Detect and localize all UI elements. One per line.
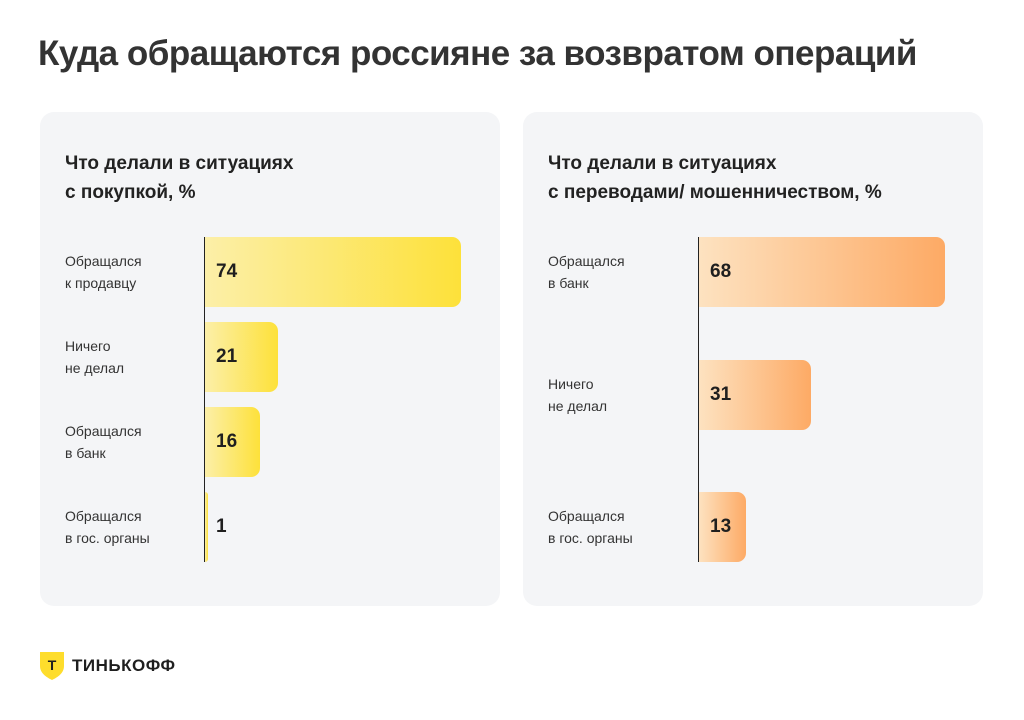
transfer-bar bbox=[699, 360, 812, 430]
brand-name: ТИНЬКОФФ bbox=[72, 656, 176, 675]
purchase-chart-axis-line bbox=[204, 237, 205, 562]
purchase-category-label-line: к продавцу bbox=[65, 275, 137, 291]
purchase-category-label-line: Ничего bbox=[65, 338, 111, 354]
purchase-category-label-line: в гос. органы bbox=[65, 530, 150, 546]
purchase-chart-title-line-1: Что делали в ситуациях bbox=[65, 153, 294, 174]
purchase-category-label: Обращался в гос. органы bbox=[65, 505, 150, 549]
page-title: Куда обращаются россияне за возвратом оп… bbox=[38, 34, 917, 73]
purchase-chart-title: Что делали в ситуациях с покупкой, % bbox=[65, 149, 293, 207]
transfer-value-label: 68 bbox=[710, 261, 732, 282]
purchase-bar bbox=[205, 322, 278, 392]
purchase-category-label: Обращался в банк bbox=[65, 420, 142, 464]
purchase-value-label: 21 bbox=[216, 346, 238, 367]
brand-logo: Т ТИНЬКОФФ bbox=[40, 652, 176, 680]
transfer-category-label: Обращался в гос. органы bbox=[548, 505, 633, 549]
transfer-category-label-line: Обращался bbox=[548, 253, 625, 269]
transfer-value-label: 31 bbox=[710, 384, 732, 405]
purchase-category-label-line: Обращался bbox=[65, 508, 142, 524]
transfer-category-label-line: Ничего bbox=[548, 376, 594, 392]
purchase-bar bbox=[205, 407, 261, 477]
transfer-category-label: Обращался в банк bbox=[548, 250, 625, 294]
transfer-chart-panel: Что делали в ситуациях с переводами/ мош… bbox=[523, 112, 983, 606]
transfer-value-label: 13 bbox=[710, 516, 732, 537]
transfer-category-label: Ничего не делал bbox=[548, 373, 607, 417]
purchase-chart-panel: Что делали в ситуациях с покупкой, % Обр… bbox=[40, 112, 500, 606]
brand-shield-icon: Т bbox=[40, 652, 64, 680]
purchase-bar bbox=[205, 492, 209, 562]
purchase-category-label-line: Обращался bbox=[65, 253, 142, 269]
purchase-value-label: 74 bbox=[216, 261, 238, 282]
transfer-category-label-line: не делал bbox=[548, 398, 608, 414]
purchase-category-label-line: Обращался bbox=[65, 423, 142, 439]
purchase-category-label: Ничего не делал bbox=[65, 335, 124, 379]
transfer-chart-title: Что делали в ситуациях с переводами/ мош… bbox=[548, 149, 882, 207]
transfer-bar bbox=[699, 492, 747, 562]
transfer-chart-title-line-2: с переводами/ мошенничеством, % bbox=[548, 182, 882, 203]
purchase-chart-title-line-2: с покупкой, % bbox=[65, 182, 196, 203]
purchase-value-label: 1 bbox=[216, 516, 227, 537]
purchase-category-label-line: не делал bbox=[65, 360, 125, 376]
brand-shield-letter: Т bbox=[48, 657, 57, 673]
purchase-category-label-line: в банк bbox=[65, 445, 106, 461]
transfer-chart-axis-line bbox=[698, 237, 699, 562]
purchase-bar bbox=[205, 237, 461, 307]
purchase-value-label: 16 bbox=[216, 431, 238, 452]
transfer-category-label-line: в банк bbox=[548, 275, 589, 291]
transfer-bar bbox=[699, 237, 945, 307]
transfer-category-label-line: Обращался bbox=[548, 508, 625, 524]
transfer-category-label-line: в гос. органы bbox=[548, 530, 633, 546]
transfer-chart-title-line-1: Что делали в ситуациях bbox=[548, 153, 777, 174]
purchase-category-label: Обращался к продавцу bbox=[65, 250, 142, 294]
